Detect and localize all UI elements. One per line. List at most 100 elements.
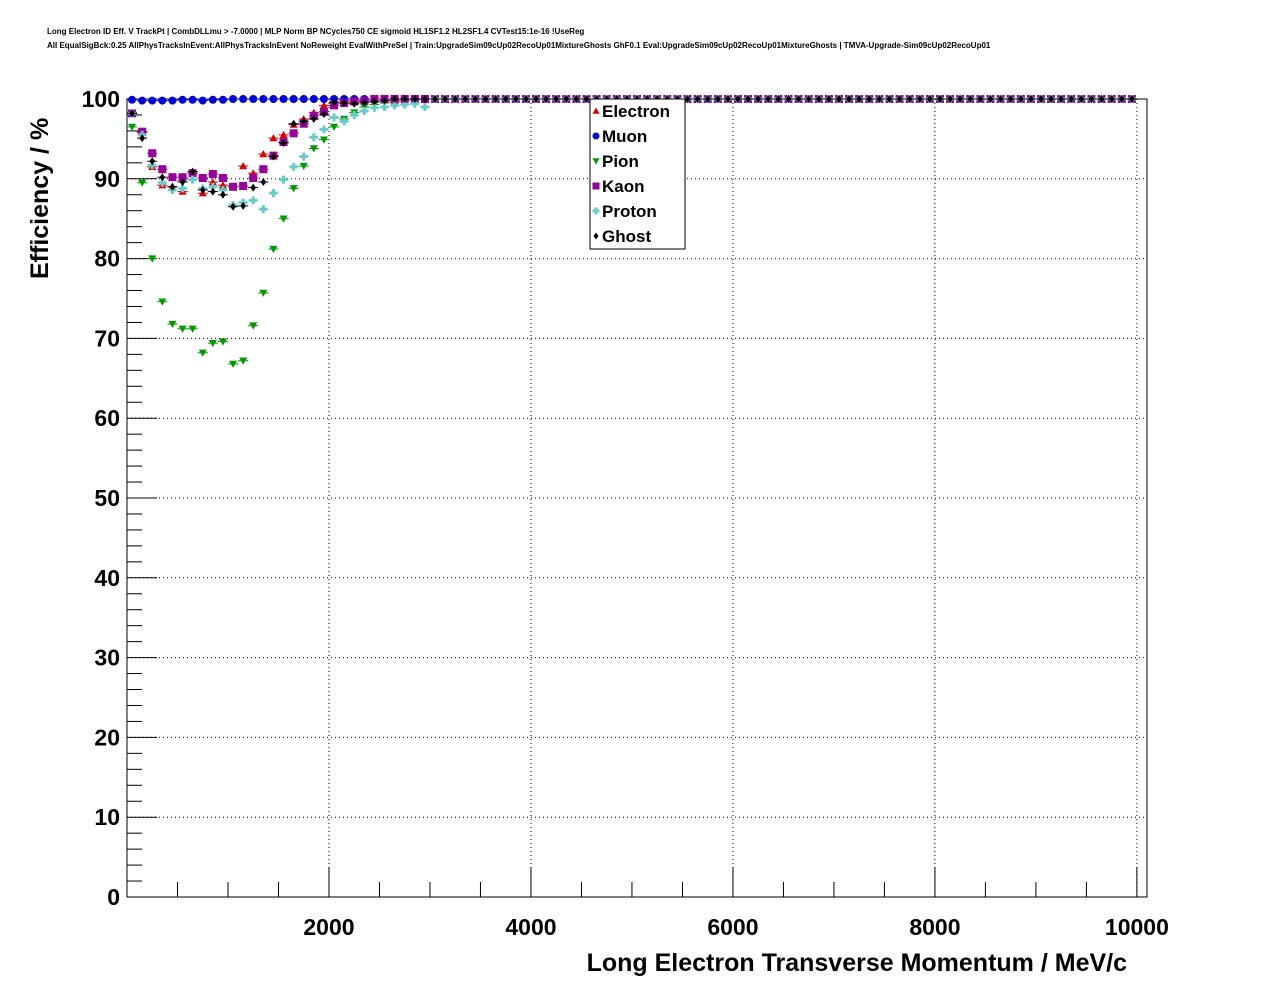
x-tick-label: 4000 [505, 914, 556, 940]
data-point [381, 96, 388, 105]
data-point [321, 110, 327, 119]
data-point [128, 95, 137, 104]
data-point [1088, 95, 1095, 103]
data-point [230, 202, 236, 211]
data-point [1108, 95, 1115, 103]
data-point [279, 130, 288, 139]
data-point [129, 109, 135, 118]
data-point [270, 152, 277, 161]
y-tick-label: 60 [94, 405, 120, 431]
data-point [997, 95, 1004, 103]
data-point [289, 185, 298, 193]
data-point [896, 95, 903, 103]
data-point [714, 95, 721, 103]
data-point [148, 96, 157, 105]
data-point [309, 95, 318, 103]
data-point [432, 95, 438, 103]
data-point [937, 95, 943, 103]
data-point [168, 173, 177, 182]
data-point [1048, 95, 1054, 103]
data-point [523, 95, 529, 103]
legend-label-ghost: Ghost [602, 227, 651, 246]
data-point [1058, 95, 1064, 103]
data-point [280, 138, 287, 147]
legend-label-muon: Muon [602, 127, 647, 146]
data-point [340, 117, 349, 126]
data-point [299, 95, 308, 103]
data-point [249, 174, 258, 183]
data-point [977, 95, 984, 103]
data-point [1078, 95, 1085, 103]
x-tick-label: 6000 [707, 914, 758, 940]
data-point [299, 152, 308, 161]
data-point [148, 255, 157, 263]
data-point [330, 123, 339, 131]
data-point [543, 95, 549, 103]
y-tick-label: 70 [94, 325, 120, 351]
data-point [178, 173, 187, 182]
y-tick-label: 40 [94, 565, 120, 591]
data-point [1007, 95, 1014, 103]
data-point [259, 150, 268, 158]
data-point [269, 245, 278, 254]
data-point [331, 98, 337, 107]
data-point [442, 95, 448, 103]
data-point [168, 320, 177, 329]
data-point [563, 95, 570, 103]
data-point [128, 123, 137, 131]
data-point [420, 102, 429, 111]
data-point [412, 95, 418, 103]
data-point [1098, 95, 1105, 103]
data-point [927, 95, 933, 103]
data-point [725, 95, 731, 103]
data-point [188, 325, 197, 333]
data-point [249, 95, 258, 103]
data-point [188, 95, 197, 104]
legend-label-pion: Pion [602, 152, 639, 171]
chart-title-line-1: Long Electron ID Eff. V TrackPt | CombDL… [47, 27, 585, 36]
data-point [462, 95, 469, 103]
data-point [350, 110, 359, 119]
legend-marker-kaon-icon [592, 182, 600, 190]
data-point [188, 175, 197, 184]
data-point [218, 181, 227, 189]
data-point [208, 177, 217, 186]
data-point [351, 99, 358, 108]
data-point [289, 162, 298, 171]
data-point [826, 95, 832, 103]
legend-label-kaon: Kaon [602, 177, 645, 196]
data-point [815, 95, 822, 103]
data-point [391, 95, 398, 103]
data-point [208, 339, 217, 348]
data-point [401, 95, 408, 103]
y-tick-label: 100 [82, 86, 120, 112]
data-point [1028, 95, 1034, 103]
data-point [319, 101, 328, 109]
data-point [371, 97, 378, 106]
data-point [250, 183, 257, 192]
y-tick-label: 50 [94, 485, 120, 511]
series-ghost [127, 95, 1137, 211]
data-point [573, 95, 580, 103]
data-point [198, 96, 207, 105]
data-point [906, 95, 913, 103]
legend-box [589, 98, 686, 250]
data-point [249, 322, 258, 330]
data-point [341, 98, 347, 107]
data-point [836, 95, 842, 103]
data-point [704, 95, 711, 103]
legend-marker-pion-icon [592, 158, 600, 165]
data-point [492, 95, 499, 103]
data-point [158, 96, 167, 105]
data-point [795, 95, 802, 103]
data-point [300, 117, 307, 126]
data-point [269, 134, 278, 142]
data-point [1068, 95, 1075, 103]
data-point [168, 96, 177, 105]
data-point [198, 349, 207, 357]
data-point [259, 95, 268, 103]
x-axis-label: Long Electron Transverse Momentum / MeV/… [587, 949, 1128, 977]
y-axis-label: Efficiency / % [26, 118, 54, 279]
data-point [159, 173, 166, 182]
